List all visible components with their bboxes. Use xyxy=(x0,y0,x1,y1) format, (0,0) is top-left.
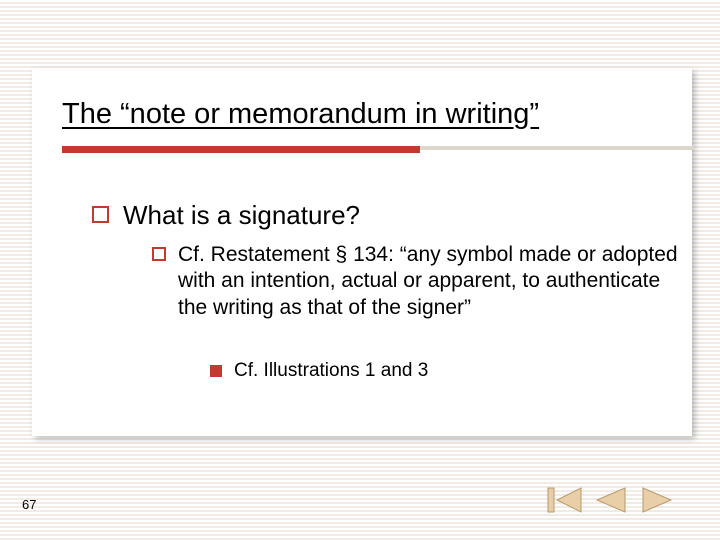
slide: The “note or memorandum in writing” What… xyxy=(0,0,720,540)
title-rule-gray xyxy=(420,146,694,150)
nav-button-group xyxy=(545,485,677,515)
title-rule-red xyxy=(62,146,420,153)
bullet-level-2: Cf. Restatement § 134: “any symbol made … xyxy=(152,242,682,321)
bullet-1-text: What is a signature? xyxy=(123,200,360,231)
square-bullet-icon xyxy=(92,206,109,223)
bullet-level-1: What is a signature? xyxy=(92,200,360,231)
content-area: The “note or memorandum in writing” What… xyxy=(32,68,692,436)
bullet-3-text: Cf. Illustrations 1 and 3 xyxy=(234,360,428,382)
bg-stripe-top xyxy=(0,0,720,68)
bg-stripe-right xyxy=(692,68,720,436)
first-slide-button[interactable] xyxy=(545,485,585,515)
previous-slide-button[interactable] xyxy=(591,485,631,515)
bg-stripe-left xyxy=(0,68,32,436)
square-bullet-icon xyxy=(152,247,166,261)
page-number: 67 xyxy=(22,497,36,512)
bullet-level-3: Cf. Illustrations 1 and 3 xyxy=(210,360,428,382)
next-slide-button[interactable] xyxy=(637,485,677,515)
slide-title: The “note or memorandum in writing” xyxy=(62,98,682,131)
square-filled-bullet-icon xyxy=(210,365,222,377)
bullet-2-text: Cf. Restatement § 134: “any symbol made … xyxy=(178,242,682,321)
